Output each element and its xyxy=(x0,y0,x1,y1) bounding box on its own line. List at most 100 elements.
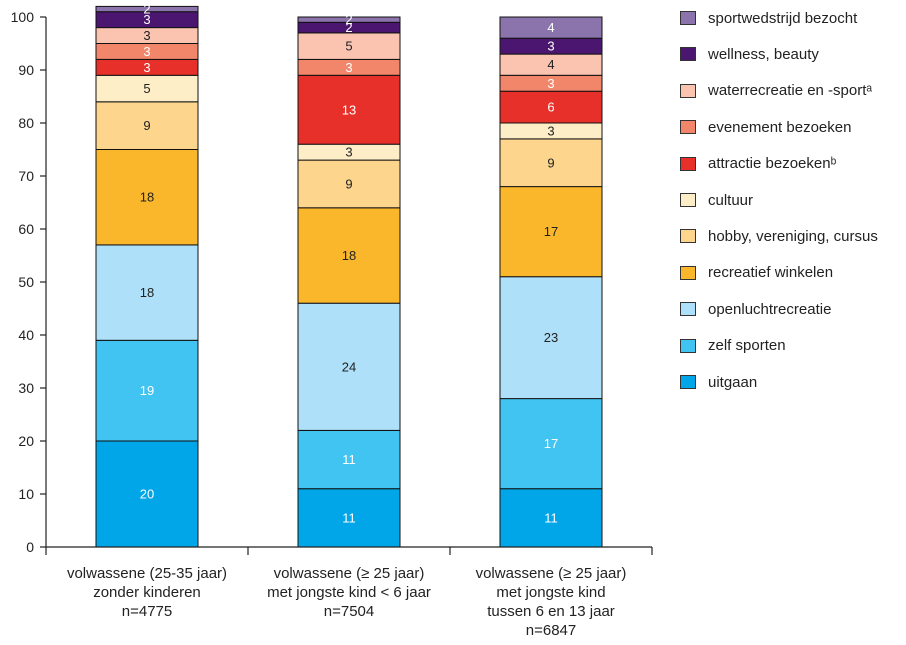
x-category-label: tussen 6 en 13 jaar xyxy=(487,603,615,620)
data-label: 4 xyxy=(547,57,554,72)
legend-swatch xyxy=(680,156,696,171)
data-label: 3 xyxy=(143,12,150,27)
bar-segment-recreatief-winkelen xyxy=(95,149,199,246)
data-label: 6 xyxy=(547,100,554,115)
y-tick-label: 90 xyxy=(18,62,34,78)
bar-segment-sportwedstrijd-bezocht xyxy=(95,5,199,13)
bar-segment-sportwedstrijd-bezocht xyxy=(499,16,603,39)
bar-segment-zelf-sporten xyxy=(297,429,401,490)
bar-segment-uitgaan xyxy=(297,488,401,548)
y-tick-label: 80 xyxy=(18,115,34,131)
legend-swatch xyxy=(680,375,696,389)
data-label: 11 xyxy=(342,510,356,525)
data-label: 3 xyxy=(547,39,554,54)
data-label: 5 xyxy=(345,39,352,54)
data-label: 2 xyxy=(143,2,150,17)
legend-label: sportwedstrijd bezocht xyxy=(708,9,858,27)
legend-label: wellness, beauty xyxy=(708,45,819,63)
x-category-label: volwassene (≥ 25 jaar) xyxy=(476,565,627,582)
legend-item: uitgaan xyxy=(680,372,757,392)
legend-item: recreatief winkelen xyxy=(680,263,833,283)
data-label: 4 xyxy=(547,20,554,35)
x-category-label: n=6847 xyxy=(526,622,576,639)
bar-segment-hobby-vereniging-cursus xyxy=(297,159,401,209)
x-category-label: n=4775 xyxy=(122,603,172,620)
legend-swatch xyxy=(680,83,696,98)
data-label: 3 xyxy=(143,28,150,43)
data-label: 3 xyxy=(345,60,352,75)
data-label: 19 xyxy=(140,383,154,398)
legend-label: openluchtrecreatie xyxy=(708,300,832,318)
data-label: 3 xyxy=(143,44,150,59)
data-label: 3 xyxy=(547,123,554,138)
bar-segment-hobby-vereniging-cursus xyxy=(95,101,199,151)
legend-label: evenement bezoeken xyxy=(708,118,852,136)
bar-segment-cultuur xyxy=(95,74,199,103)
legend-label: recreatief winkelen xyxy=(708,264,834,282)
legend-label: attractie bezoekenᵇ xyxy=(708,155,837,173)
data-label: 18 xyxy=(140,285,154,300)
x-category-label: volwassene (≥ 25 jaar) xyxy=(274,565,425,582)
data-label: 11 xyxy=(342,452,356,467)
y-tick-label: 20 xyxy=(18,433,34,449)
data-label: 18 xyxy=(342,248,356,263)
y-tick-label: 30 xyxy=(18,380,34,396)
y-tick-label: 0 xyxy=(26,539,34,555)
data-label: 9 xyxy=(345,176,352,191)
x-category-label: n=7504 xyxy=(324,603,374,620)
data-label: 17 xyxy=(544,224,558,239)
data-label: 11 xyxy=(544,510,558,525)
legend-item: openluchtrecreatie xyxy=(680,299,831,319)
bar-segment-zelf-sporten xyxy=(95,339,199,442)
bar-segment-openluchtrecreatie xyxy=(499,276,603,400)
legend-item: zelf sporten xyxy=(680,336,786,356)
x-category-label: volwassene (25-35 jaar) xyxy=(67,565,227,582)
legend-item: wellness, beauty xyxy=(680,44,819,64)
data-label: 13 xyxy=(342,102,356,117)
y-tick-label: 10 xyxy=(18,486,34,502)
legend-item: hobby, vereniging, cursus xyxy=(680,226,878,246)
legend-swatch xyxy=(680,338,696,353)
legend-label: zelf sporten xyxy=(708,337,786,355)
data-label: 3 xyxy=(547,76,554,91)
data-label: 9 xyxy=(547,155,554,170)
legend-label: uitgaan xyxy=(708,373,758,391)
data-label: 20 xyxy=(140,487,154,502)
data-label: 2 xyxy=(345,20,352,35)
data-label: 17 xyxy=(544,436,558,451)
x-category-label: met jongste kind xyxy=(496,584,605,601)
legend-item: waterrecreatie en -sportᵃ xyxy=(680,81,872,101)
bar-segment-recreatief-winkelen xyxy=(499,186,603,278)
bar-segment-sportwedstrijd-bezocht xyxy=(297,16,401,23)
data-label: 9 xyxy=(143,118,150,133)
data-label: 18 xyxy=(140,190,154,205)
data-label: 3 xyxy=(143,60,150,75)
legend-label: waterrecreatie en -sportᵃ xyxy=(708,82,872,100)
legend-swatch xyxy=(680,265,696,280)
data-label: 5 xyxy=(143,81,150,96)
legend-swatch xyxy=(680,229,696,244)
legend-swatch xyxy=(680,47,696,62)
legend-item: evenement bezoeken xyxy=(680,117,851,137)
legend-swatch xyxy=(680,193,696,207)
data-label: 3 xyxy=(345,145,352,160)
legend-item: cultuur xyxy=(680,190,753,210)
bar-segment-waterrecreatie-en-sport- xyxy=(297,32,401,60)
bar-segment-recreatief-winkelen xyxy=(297,207,401,304)
legend-item: sportwedstrijd bezocht xyxy=(680,8,857,28)
y-tick-label: 40 xyxy=(18,327,34,343)
y-tick-label: 70 xyxy=(18,168,34,184)
x-category-label: met jongste kind < 6 jaar xyxy=(267,584,431,601)
data-label: 2 xyxy=(345,12,352,27)
bar-segment-attractie-bezoeken- xyxy=(499,90,603,124)
legend-swatch xyxy=(680,302,696,317)
legend-label: hobby, vereniging, cursus xyxy=(708,227,878,245)
x-category-label: zonder kinderen xyxy=(93,584,201,601)
legend-item: attractie bezoekenᵇ xyxy=(680,154,836,174)
bar-segment-openluchtrecreatie xyxy=(297,302,401,431)
bar-segment-uitgaan xyxy=(95,440,199,548)
y-tick-label: 50 xyxy=(18,274,34,290)
legend-label: cultuur xyxy=(708,191,754,209)
legend-swatch xyxy=(680,120,696,135)
